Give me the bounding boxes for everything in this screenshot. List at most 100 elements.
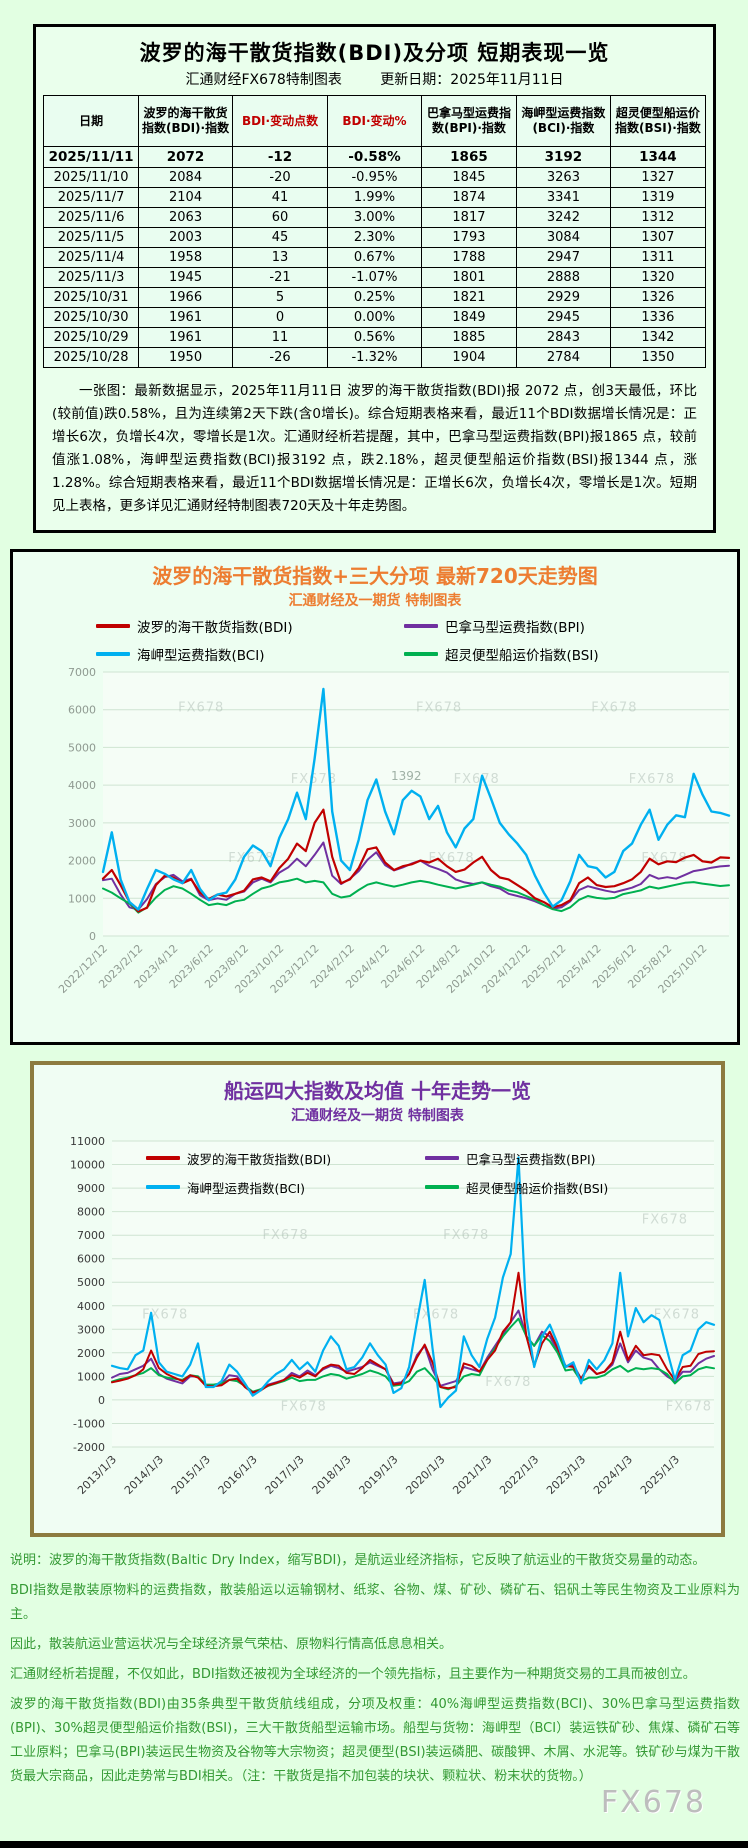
legend-label: 波罗的海干散货指数(BDI): [137, 619, 293, 636]
legend-line-swatch: [404, 651, 438, 656]
legend-item: 海岬型运费指数(BCI): [96, 644, 376, 664]
value-cell: 1788: [421, 247, 517, 268]
value-cell: 1.99%: [326, 187, 423, 208]
date-cell: 2025/11/5: [43, 227, 139, 248]
svg-text:FX678: FX678: [413, 1307, 459, 1322]
svg-text:9000: 9000: [77, 1182, 105, 1195]
value-cell: 3084: [515, 227, 612, 248]
line-chart-720d: 0 1000 2000 3000 4000 5000 6000 7000 FX678 FX678 F…: [56, 666, 731, 996]
svg-text:2000: 2000: [68, 854, 96, 867]
svg-text:4000: 4000: [77, 1299, 105, 1312]
value-cell: 3242: [515, 207, 612, 228]
legend-item: 巴拿马型运费指数(BPI): [425, 1149, 680, 1168]
svg-text:2023/1/3: 2023/1/3: [544, 1453, 588, 1497]
svg-text:2020/1/3: 2020/1/3: [403, 1453, 447, 1497]
svg-text:2000: 2000: [77, 1346, 105, 1359]
value-cell: 2.30%: [326, 227, 423, 248]
note-line: 因此，散装航运业营运状况与全球经济景气荣枯、原物料行情高低息息相关。: [10, 1636, 453, 1652]
date-cell: 2025/11/10: [43, 167, 139, 188]
value-cell: -0.58%: [326, 146, 423, 168]
value-cell: 1958: [137, 247, 234, 268]
value-cell: 13: [232, 247, 328, 268]
legend-item: 巴拿马型运费指数(BPI): [404, 616, 684, 636]
legend-line-swatch: [404, 623, 438, 628]
svg-text:1000: 1000: [77, 1370, 105, 1383]
value-cell: 1801: [421, 267, 517, 288]
value-cell: 1966: [137, 287, 234, 308]
value-cell: 0.56%: [326, 327, 423, 348]
svg-text:2022/1/3: 2022/1/3: [497, 1453, 541, 1497]
svg-text:FX678: FX678: [666, 1399, 712, 1414]
short-term-table: 日期 波罗的海干散货指数(BDI)·指数 BDI·变动点数 BDI·变动% 巴拿马型运费…: [43, 95, 706, 368]
table-row: 2025/11/3 1945 -21 -1.07% 1801 2888 1320: [43, 267, 706, 288]
svg-text:FX678: FX678: [454, 772, 500, 787]
date-cell: 2025/11/4: [43, 247, 139, 268]
value-cell: 11: [232, 327, 328, 348]
report-subtitle: 汇通财经FX678特制图表 更新日期：2025年11月11日: [40, 69, 709, 89]
table-header-row: 日期 波罗的海干散货指数(BDI)·指数 BDI·变动点数 BDI·变动% 巴拿马型运费…: [43, 95, 706, 147]
date-cell: 2025/11/7: [43, 187, 139, 208]
date-cell: 2025/10/29: [43, 327, 139, 348]
value-cell: 3341: [515, 187, 612, 208]
value-cell: 2843: [515, 327, 612, 348]
legend-line-swatch: [425, 1185, 459, 1190]
value-cell: 1961: [137, 327, 234, 348]
svg-text:5000: 5000: [68, 741, 96, 754]
svg-text:5000: 5000: [77, 1276, 105, 1289]
date-cell: 2025/10/28: [43, 347, 139, 368]
legend-line-swatch: [146, 1156, 180, 1161]
svg-text:2017/1/3: 2017/1/3: [263, 1453, 307, 1497]
value-cell: -1.32%: [326, 347, 423, 368]
value-cell: 3.00%: [326, 207, 423, 228]
chart-10y-box: 船运四大指数及均值 十年走势一览 汇通财经及一期货 特制图表 波罗的海干散货指数…: [30, 1060, 725, 1537]
table-row: 2025/11/11 2072 -12 -0.58% 1865 3192 1344: [43, 146, 706, 168]
value-cell: 41: [232, 187, 328, 208]
table-header-cell: 日期: [43, 95, 139, 147]
legend-item: 超灵便型船运价指数(BSI): [425, 1178, 680, 1197]
svg-text:2018/1/3: 2018/1/3: [309, 1453, 353, 1497]
table-header-cell: 海岬型运费指数(BCI)·指数: [515, 95, 612, 147]
value-cell: 1904: [421, 347, 517, 368]
bottom-border-bar: [0, 1841, 748, 1848]
chart-720d-box: 波罗的海干散货指数+三大分项 最新720天走势图 汇通财经及一期货 特制图表 波…: [10, 548, 740, 1045]
report-update-date: 更新日期：2025年11月11日: [380, 72, 564, 88]
short-term-table-body: 2025/11/11 2072 -12 -0.58% 1865 3192 1344 2025/…: [43, 146, 706, 368]
note-line: 说明：波罗的海干散货指数(Baltic Dry Index，缩写BDI)，是航运…: [10, 1552, 706, 1568]
value-cell: 1793: [421, 227, 517, 248]
value-cell: 1319: [610, 187, 706, 208]
svg-text:2021/1/3: 2021/1/3: [450, 1453, 494, 1497]
svg-text:FX678: FX678: [429, 851, 475, 866]
legend-line-swatch: [425, 1156, 459, 1161]
short-term-table-head: 日期 波罗的海干散货指数(BDI)·指数 BDI·变动点数 BDI·变动% 巴拿马型运费…: [43, 95, 706, 147]
value-cell: 1344: [610, 146, 706, 168]
svg-text:6000: 6000: [68, 703, 96, 716]
table-row: 2025/11/7 2104 41 1.99% 1874 3341 1319: [43, 187, 706, 208]
svg-text:2016/1/3: 2016/1/3: [216, 1453, 260, 1497]
table-header-cell: 波罗的海干散货指数(BDI)·指数: [137, 95, 234, 147]
value-cell: 0.67%: [326, 247, 423, 268]
svg-text:2015/1/3: 2015/1/3: [169, 1453, 213, 1497]
short-term-report-box: 波罗的海干散货指数(BDI)及分项 短期表现一览 汇通财经FX678特制图表 更…: [33, 24, 716, 533]
date-cell: 2025/11/6: [43, 207, 139, 228]
svg-text:FX678: FX678: [291, 772, 337, 787]
value-cell: -12: [232, 146, 328, 168]
value-cell: -0.95%: [326, 167, 423, 188]
value-cell: 3192: [515, 146, 612, 168]
svg-text:1000: 1000: [68, 892, 96, 905]
table-row: 2025/10/28 1950 -26 -1.32% 1904 2784 1350: [43, 347, 706, 368]
note-line: 汇通财经析若提醒，不仅如此，BDI指数还被视为全球经济的一个领先指标，且主要作为…: [10, 1666, 696, 1682]
date-cell: 2025/10/31: [43, 287, 139, 308]
value-cell: 45: [232, 227, 328, 248]
svg-text:FX678: FX678: [642, 1212, 688, 1227]
value-cell: 2072: [137, 146, 234, 168]
table-row: 2025/10/30 1961 0 0.00% 1849 2945 1336: [43, 307, 706, 328]
value-cell: 1320: [610, 267, 706, 288]
value-cell: 2063: [137, 207, 234, 228]
value-cell: 1950: [137, 347, 234, 368]
value-cell: 2947: [515, 247, 612, 268]
value-cell: 1945: [137, 267, 234, 288]
chart-720d-title: 波罗的海干散货指数+三大分项 最新720天走势图: [152, 563, 598, 588]
explanation-notes: 说明：波罗的海干散货指数(Baltic Dry Index，缩写BDI)，是航运…: [10, 1549, 740, 1789]
page: { "page": { "watermark": "FX678" }, "col…: [0, 24, 748, 1848]
table-row: 2025/11/6 2063 60 3.00% 1817 3242 1312: [43, 207, 706, 228]
